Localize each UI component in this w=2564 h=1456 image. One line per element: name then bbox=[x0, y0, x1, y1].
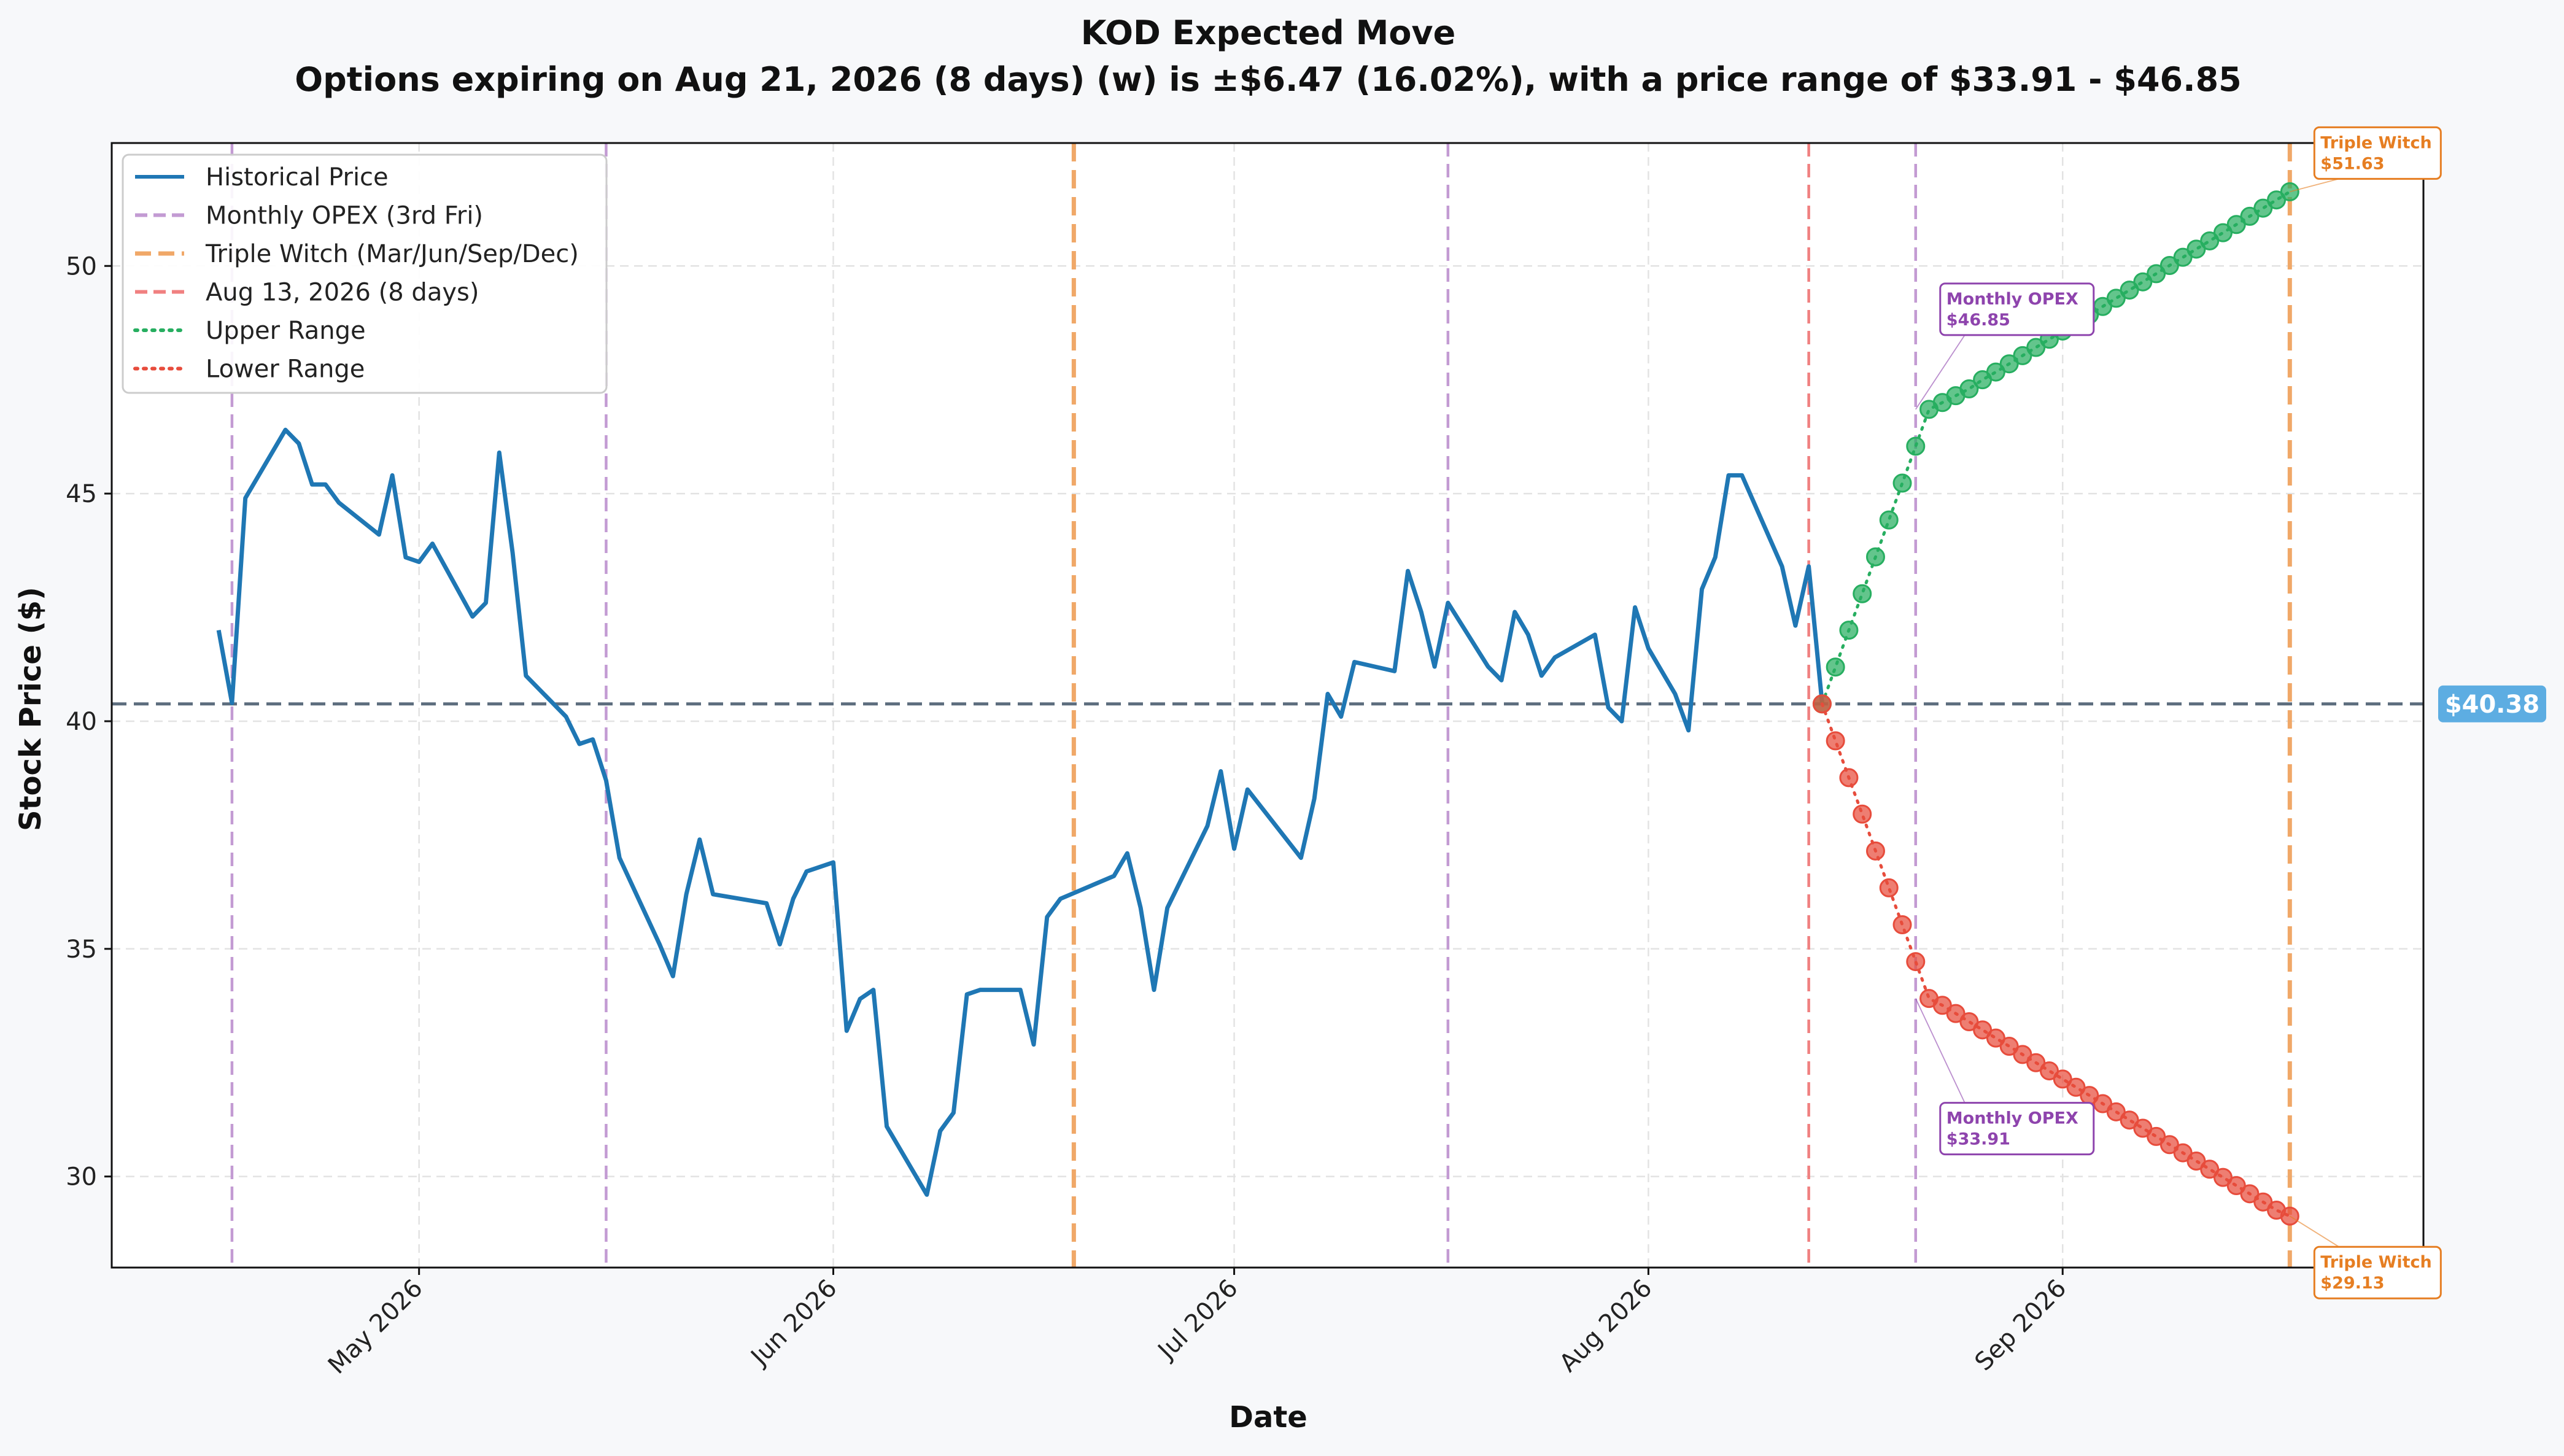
chart-subtitle: Options expiring on Aug 21, 2026 (8 days… bbox=[295, 60, 2242, 99]
y-tick-label: 35 bbox=[66, 935, 97, 964]
current-price-badge-label: $40.38 bbox=[2445, 691, 2539, 719]
y-tick-label: 45 bbox=[66, 480, 97, 508]
upper-range-point bbox=[1959, 379, 1979, 399]
annotation-box bbox=[2313, 126, 2442, 180]
legend-label: Monthly OPEX (3rd Fri) bbox=[206, 202, 483, 230]
upper-range-point bbox=[1853, 584, 1872, 603]
y-tick-label: 50 bbox=[66, 252, 97, 281]
y-tick-label: 40 bbox=[66, 708, 97, 736]
upper-range-point bbox=[1826, 657, 1845, 677]
y-tick-label: 30 bbox=[66, 1163, 97, 1191]
annotation-box bbox=[1939, 282, 2095, 336]
lower-range-point bbox=[1839, 768, 1859, 788]
upper-range-point bbox=[1892, 473, 1912, 493]
upper-range-point bbox=[1879, 510, 1899, 530]
annotation-title: Triple Witch bbox=[2320, 1253, 2432, 1272]
legend-label: Lower Range bbox=[206, 355, 365, 384]
upper-range-point bbox=[1906, 436, 1926, 456]
annotation-box bbox=[1939, 1102, 2095, 1156]
current-price-badge bbox=[2438, 685, 2546, 722]
annotation-connector bbox=[2289, 1215, 2339, 1247]
legend: Historical Price Monthly OPEX (3rd Fri) Tr… bbox=[122, 153, 608, 394]
annotation-value: $29.13 bbox=[2320, 1274, 2384, 1293]
upper-range-point bbox=[1839, 621, 1859, 640]
annotation-connector bbox=[1915, 998, 1966, 1104]
lower-range-point bbox=[1906, 952, 1926, 972]
annotation-title: Monthly OPEX bbox=[1946, 1109, 2078, 1128]
chart-title: KOD Expected Move bbox=[1081, 14, 1456, 52]
annotation-title: Triple Witch bbox=[2320, 133, 2432, 152]
lower-range-point bbox=[1892, 915, 1912, 934]
legend-box bbox=[122, 153, 608, 394]
lower-range-point bbox=[1879, 878, 1899, 897]
lower-range-point bbox=[1812, 694, 1832, 714]
lower-range-point bbox=[1853, 804, 1872, 824]
annotation-title: Monthly OPEX bbox=[1946, 290, 2078, 309]
annotation-value: $33.91 bbox=[1946, 1130, 2010, 1149]
annotation-value: $46.85 bbox=[1946, 311, 2010, 330]
plot-content bbox=[112, 143, 2423, 1268]
lower-range-point bbox=[1865, 841, 1885, 861]
lower-range-point bbox=[1826, 731, 1845, 751]
annotation-value: $51.63 bbox=[2320, 154, 2384, 173]
historical-price-line bbox=[216, 427, 1824, 1197]
upper-range-point bbox=[1865, 547, 1885, 567]
plot-frame bbox=[110, 142, 2425, 1269]
x-axis-label: Date bbox=[1229, 1400, 1307, 1435]
y-axis-label: Stock Price ($) bbox=[14, 587, 48, 831]
legend-label: Aug 13, 2026 (8 days) bbox=[206, 279, 479, 307]
annotation-connector bbox=[1915, 335, 1966, 410]
annotation-box bbox=[2313, 1245, 2442, 1299]
annotation-connector bbox=[2290, 178, 2339, 193]
legend-label: Upper Range bbox=[206, 317, 366, 345]
legend-label: Triple Witch (Mar/Jun/Sep/Dec) bbox=[205, 240, 579, 268]
legend-label: Historical Price bbox=[206, 163, 389, 192]
